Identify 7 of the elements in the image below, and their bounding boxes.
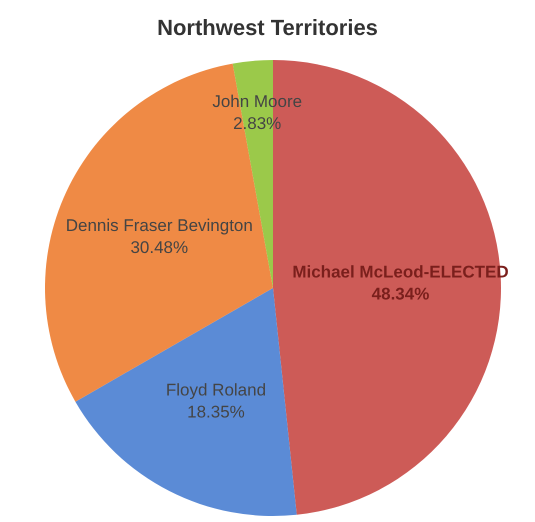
data-label: 30.48%	[130, 238, 188, 258]
chart-title: Northwest Territories	[156, 14, 379, 42]
pie-slice	[75, 288, 297, 516]
data-label: 18.35%	[187, 402, 245, 422]
slice-label: Floyd Roland	[166, 380, 266, 400]
slice-label: Dennis Fraser Bevington	[66, 216, 253, 236]
data-label: 48.34%	[372, 284, 430, 304]
